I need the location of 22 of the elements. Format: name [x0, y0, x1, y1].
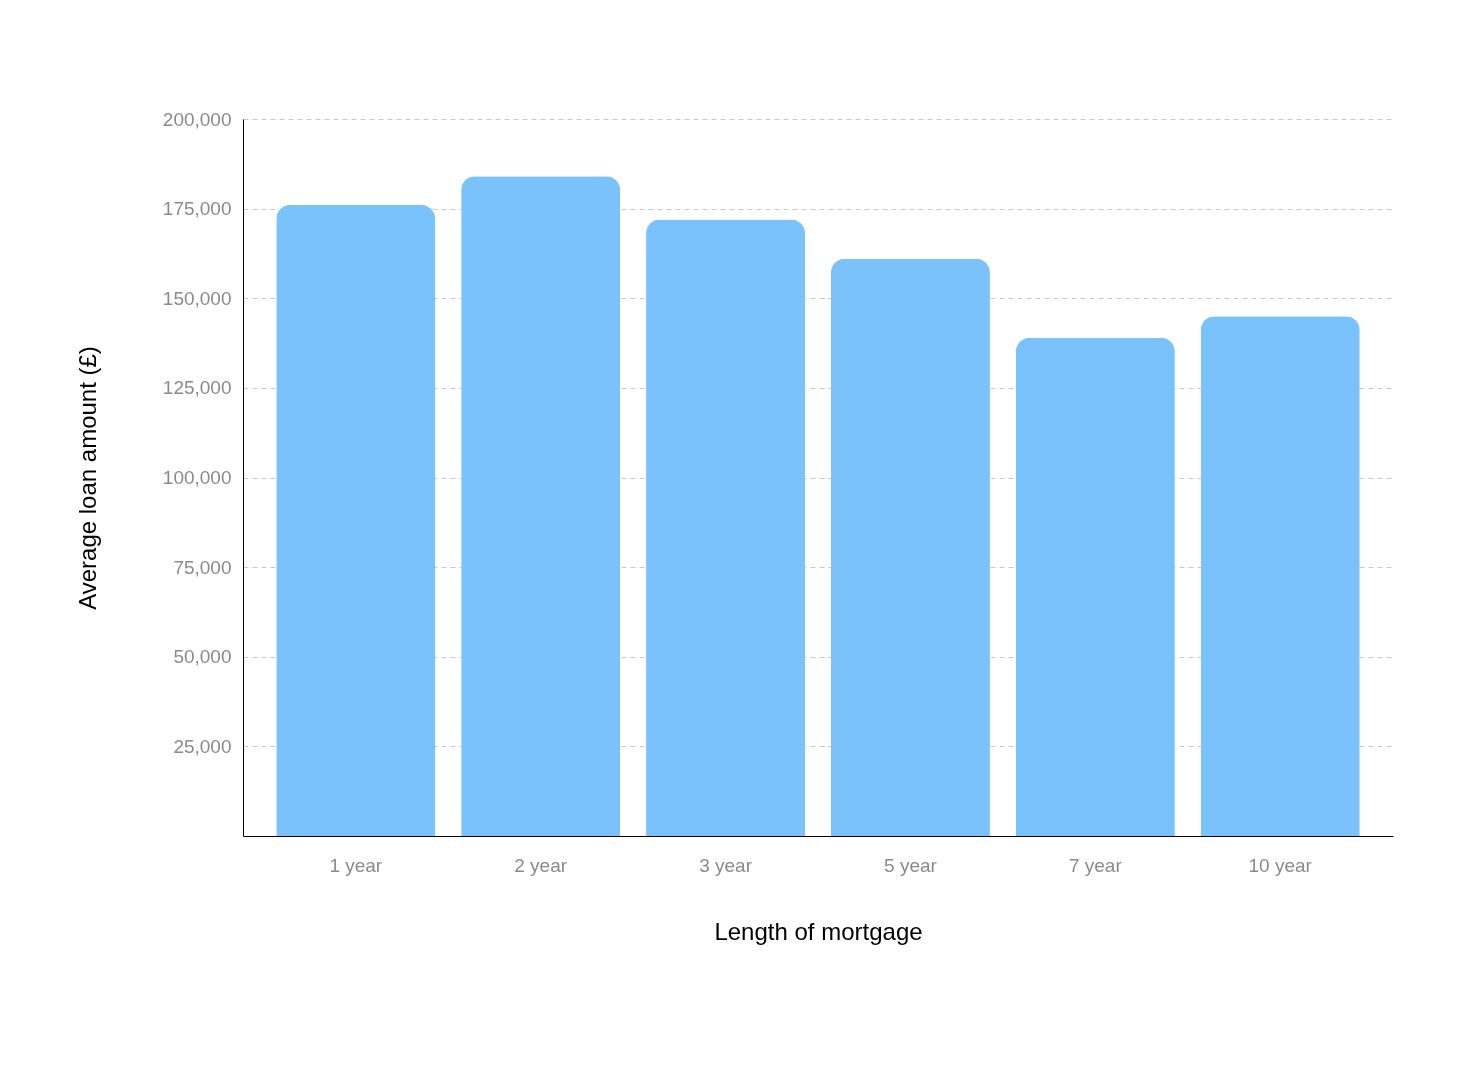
x-tick-label: 10 year [1248, 854, 1313, 876]
y-tick-label: 25,000 [173, 735, 232, 757]
y-tick-label: 100,000 [162, 467, 232, 488]
x-tick-label: 7 year [1068, 854, 1123, 876]
y-tick-label: 75,000 [173, 556, 232, 578]
y-tick-label: 175,000 [162, 198, 232, 220]
x-tick-label: 3 year [699, 854, 753, 876]
x-tick-label: 5 year [884, 854, 938, 876]
bar [276, 205, 436, 836]
y-tick-label: 150,000 [162, 287, 232, 309]
y-axis-title: Average loan amount (£) [73, 346, 101, 610]
bar [1200, 316, 1360, 836]
x-tick-label: 2 year [514, 854, 568, 876]
x-tick-label: 1 year [329, 854, 383, 876]
y-tick-label: 200,000 [162, 108, 232, 130]
bar [646, 219, 806, 836]
y-tick-label: 50,000 [173, 646, 232, 668]
bar [830, 258, 990, 836]
y-tick-label: 125,000 [162, 377, 232, 399]
x-axis-title: Length of mortgage [714, 917, 923, 945]
bar [1015, 337, 1175, 836]
bar [461, 176, 621, 836]
